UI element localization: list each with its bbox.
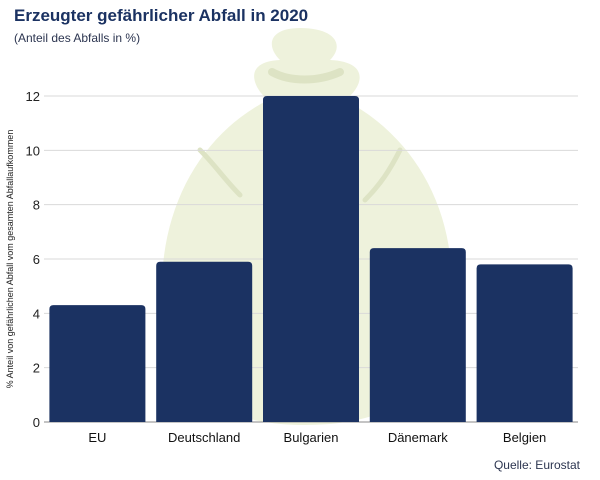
y-tick-label: 8 [33,198,40,213]
y-tick-label: 2 [33,361,40,376]
bar-deutschland [156,261,253,422]
bar-belgien [476,264,573,422]
x-category-label: Dänemark [388,430,448,445]
y-tick-label: 0 [33,415,40,430]
y-tick-label: 6 [33,252,40,267]
chart-title: Erzeugter gefährlicher Abfall in 2020 [14,6,309,25]
y-axis-label: % Anteil von gefährlichen Abfall vom ges… [5,130,15,389]
source-note: Quelle: Eurostat [493,458,580,472]
y-tick-label: 10 [26,143,40,158]
bar-bulgarien [263,96,359,422]
chart-subtitle: (Anteil des Abfalls in %) [14,31,141,45]
bar-dänemark [369,248,466,422]
bar-eu [49,305,146,422]
y-tick-label: 4 [33,306,40,321]
x-category-label: EU [88,430,106,445]
x-category-label: Belgien [503,430,546,445]
y-tick-label: 12 [26,89,40,104]
x-category-label: Deutschland [168,430,240,445]
x-category-label: Bulgarien [284,430,339,445]
